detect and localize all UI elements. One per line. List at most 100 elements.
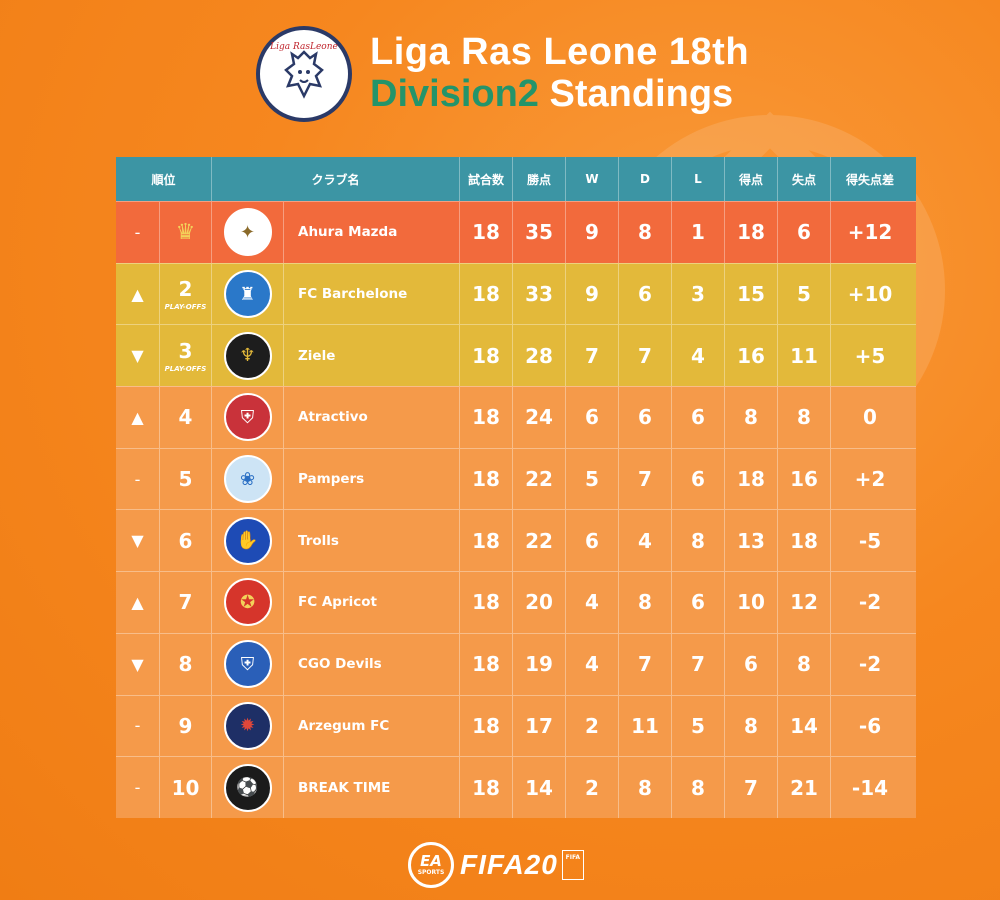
rank-number: 10 [171, 775, 200, 800]
rank-cell: 10 [160, 757, 212, 818]
rank-number: 3 [178, 338, 193, 363]
wins-cell: 9 [566, 263, 619, 325]
wins-cell: 4 [566, 572, 619, 633]
goals-for-cell: 8 [725, 695, 778, 757]
phoenix-icon: ♆ [223, 331, 272, 380]
club-emblem-cell: ✋ [212, 510, 284, 572]
draws-cell: 4 [619, 510, 672, 572]
footer: EA SPORTS FIFA20 FIFA [408, 842, 584, 888]
goals-for-cell: 7 [725, 757, 778, 818]
standings-table: 順位 クラブ名 試合数 勝点 W D L 得点 失点 得失点差 - ♛ ✦ Ahura… [116, 157, 916, 818]
losses-cell: 1 [672, 202, 725, 263]
played-cell: 18 [460, 325, 513, 387]
wins-cell: 6 [566, 510, 619, 572]
goals-for-cell: 13 [725, 510, 778, 572]
col-d: D [619, 157, 672, 201]
eagle-icon: ✪ [223, 578, 272, 627]
played-cell: 18 [460, 695, 513, 757]
title-block: Liga Ras Leone 18th Division2 Standings [370, 32, 749, 116]
rank-number: 8 [178, 652, 193, 677]
club-name: BREAK TIME [284, 757, 460, 818]
fifa-badge: FIFA [561, 850, 584, 880]
goals-against-cell: 16 [778, 448, 831, 510]
club-emblem-cell: ♜ [212, 263, 284, 325]
rank-cell: 7 [160, 572, 212, 633]
lion-icon [284, 50, 324, 99]
points-cell: 19 [513, 633, 566, 695]
goals-against-cell: 12 [778, 572, 831, 633]
winged-emblem-icon: ✦ [223, 208, 272, 257]
table-row: ▲ 7 ✪ FC Apricot 18 20 4 8 6 10 12 -2 [116, 571, 916, 633]
goal-difference-cell: +12 [847, 220, 893, 245]
table-row: ▲ 2 PLAY-OFFS ♜ FC Barchelone 18 33 9 6 3 15 5 +10 [116, 262, 916, 325]
club-emblem-cell: ✦ [212, 202, 284, 263]
movement-indicator: - [116, 695, 160, 757]
rank-cell: 2 PLAY-OFFS [160, 263, 212, 325]
goal-difference-cell: -6 [858, 713, 882, 738]
table-body: - ♛ ✦ Ahura Mazda 18 35 9 8 1 18 6 +12 ▲ 2 PLAY-OFFS ♜ F… [116, 201, 916, 818]
rank-cell: 6 [160, 510, 212, 572]
col-ga: 失点 [778, 157, 831, 201]
goals-for-cell: 8 [725, 387, 778, 448]
draws-cell: 6 [619, 263, 672, 325]
wins-cell: 4 [566, 633, 619, 695]
wins-cell: 2 [566, 757, 619, 818]
goals-for-cell: 16 [725, 325, 778, 387]
losses-cell: 4 [672, 325, 725, 387]
goals-against-cell: 21 [778, 757, 831, 818]
played-cell: 18 [460, 757, 513, 818]
losses-cell: 8 [672, 510, 725, 572]
goals-for-cell: 6 [725, 633, 778, 695]
wins-cell: 6 [566, 387, 619, 448]
draws-cell: 8 [619, 202, 672, 263]
wins-cell: 9 [566, 202, 619, 263]
draws-cell: 7 [619, 448, 672, 510]
movement-indicator: ▼ [116, 510, 160, 572]
col-rank: 順位 [116, 157, 212, 201]
rank-cell: 9 [160, 695, 212, 757]
playoffs-label: PLAY-OFFS [164, 364, 207, 373]
losses-cell: 3 [672, 263, 725, 325]
club-name: FC Barchelone [284, 263, 460, 325]
table-row: ▼ 6 ✋ Trolls 18 22 6 4 8 13 18 -5 [116, 509, 916, 572]
club-name: Trolls [284, 510, 460, 572]
losses-cell: 5 [672, 695, 725, 757]
rank-cell: 8 [160, 633, 212, 695]
rank-number: 7 [178, 590, 193, 615]
played-cell: 18 [460, 510, 513, 572]
draws-cell: 7 [619, 633, 672, 695]
club-name: Arzegum FC [284, 695, 460, 757]
table-row: -9 ✹ Arzegum FC 18 17 2 11 5 8 14 -6 [116, 694, 916, 757]
movement-indicator: - [116, 757, 160, 818]
diaper-icon: ❀ [223, 455, 272, 504]
played-cell: 18 [460, 633, 513, 695]
club-name: Ziele [284, 325, 460, 387]
playoffs-label: PLAY-OFFS [164, 303, 207, 312]
rank-number: 6 [178, 528, 193, 553]
troll-icon: ✋ [223, 516, 272, 565]
table-row: ▲ 4 ⛨ Atractivo 18 24 6 6 6 8 8 0 [116, 386, 916, 448]
page-header: Liga RasLeone Liga Ras Leone 18th Divisi… [256, 24, 749, 124]
points-cell: 17 [513, 695, 566, 757]
ea-sports-text: SPORTS [417, 869, 445, 876]
club-name: CGO Devils [284, 633, 460, 695]
wins-cell: 7 [566, 325, 619, 387]
goal-difference-cell: -2 [858, 652, 882, 677]
goal-difference-cell: +2 [854, 467, 886, 492]
goals-against-cell: 8 [778, 633, 831, 695]
table-row: -5 ❀ Pampers 18 22 5 7 6 18 16 +2 [116, 447, 916, 510]
points-cell: 14 [513, 757, 566, 818]
movement-indicator: ▼ [116, 633, 160, 695]
movement-indicator: ▲ [116, 572, 160, 633]
club-name: Ahura Mazda [284, 202, 460, 263]
league-logo: Liga RasLeone [256, 26, 352, 122]
ea-logo-text: EA [420, 852, 442, 870]
club-emblem-cell: ✪ [212, 572, 284, 633]
club-emblem-cell: ♆ [212, 325, 284, 387]
goals-against-cell: 18 [778, 510, 831, 572]
played-cell: 18 [460, 448, 513, 510]
rank-cell: 3 PLAY-OFFS [160, 325, 212, 387]
losses-cell: 6 [672, 572, 725, 633]
points-cell: 33 [513, 263, 566, 325]
rank-cell: ♛ [160, 202, 212, 263]
